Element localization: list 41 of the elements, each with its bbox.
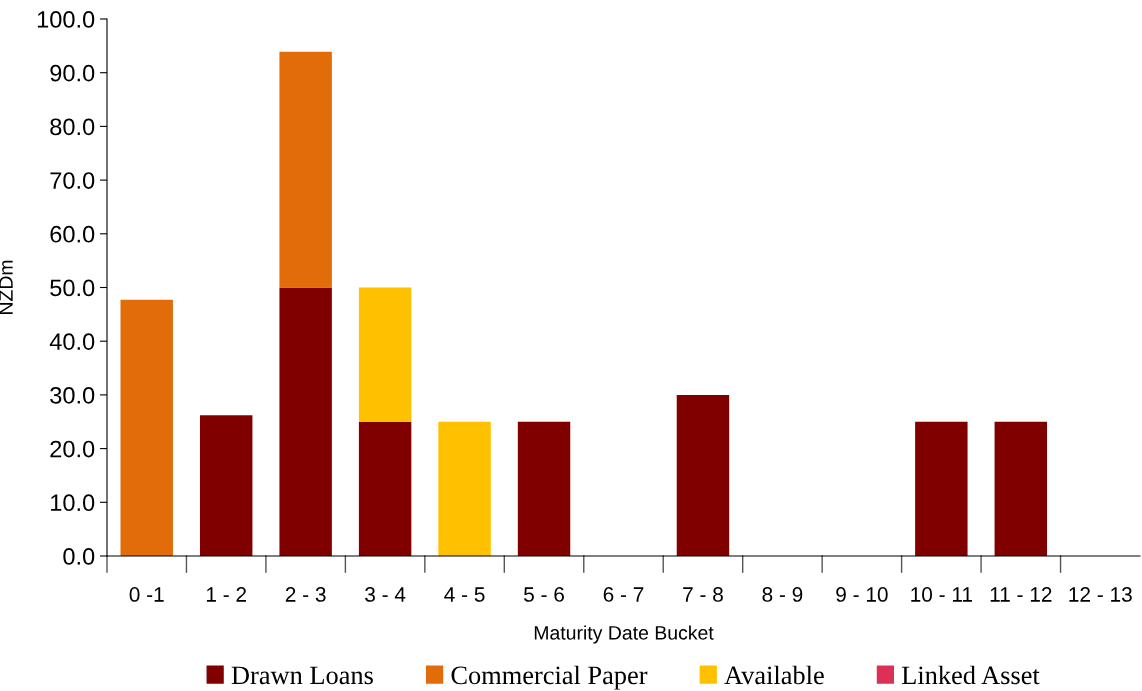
x-tick-label: 11 - 12 xyxy=(990,587,1052,602)
y-tick-label: 80.0 xyxy=(50,118,95,136)
y-tick-label: 60.0 xyxy=(50,225,95,243)
x-tick-label: 1 - 2 xyxy=(206,587,246,602)
bar xyxy=(120,299,173,556)
x-tick-label: 10 - 11 xyxy=(911,587,972,602)
x-tick-label: 3 - 4 xyxy=(365,587,406,602)
y-tick-label: 40.0 xyxy=(49,333,95,350)
x-tick-label: 2 - 3 xyxy=(285,587,326,602)
y-tick-label: 100.0 xyxy=(37,11,95,28)
legend-label: Linked Asset xyxy=(901,665,1040,685)
legend-label: Commercial Paper xyxy=(451,665,648,690)
x-tick-label: 9 - 10 xyxy=(836,587,888,602)
bar xyxy=(517,421,571,556)
x-tick-label: 4 - 5 xyxy=(444,587,485,602)
bar xyxy=(358,421,412,556)
y-tick-label: 0.0 xyxy=(63,548,95,565)
y-axis-title: NZDm xyxy=(0,260,13,314)
bar xyxy=(438,421,491,556)
bar xyxy=(676,394,730,556)
x-tick-label: 8 - 9 xyxy=(762,587,803,602)
bar xyxy=(358,287,412,422)
x-tick-label: 0 -1 xyxy=(129,587,164,602)
y-tick-label: 10.0 xyxy=(51,494,95,512)
y-tick-label: 90.0 xyxy=(50,64,95,82)
y-tick-label: 70.0 xyxy=(50,172,95,189)
legend-label: Drawn Loans xyxy=(231,666,373,685)
bar xyxy=(994,421,1048,556)
x-tick-label: 6 - 7 xyxy=(603,587,644,602)
bar xyxy=(915,421,968,556)
y-tick-label: 30.0 xyxy=(50,386,95,404)
bar xyxy=(199,415,253,556)
legend-label: Available xyxy=(724,665,824,685)
y-tick-label: 50.0 xyxy=(50,279,95,297)
bar xyxy=(279,51,332,288)
x-tick-label: 7 - 8 xyxy=(683,587,723,602)
x-tick-label: 5 - 6 xyxy=(524,587,564,602)
x-tick-label: 12 - 13 xyxy=(1069,587,1132,602)
bar xyxy=(279,287,332,556)
y-tick-label: 20.0 xyxy=(50,440,95,458)
x-axis-title: Maturity Date Bucket xyxy=(534,625,714,644)
